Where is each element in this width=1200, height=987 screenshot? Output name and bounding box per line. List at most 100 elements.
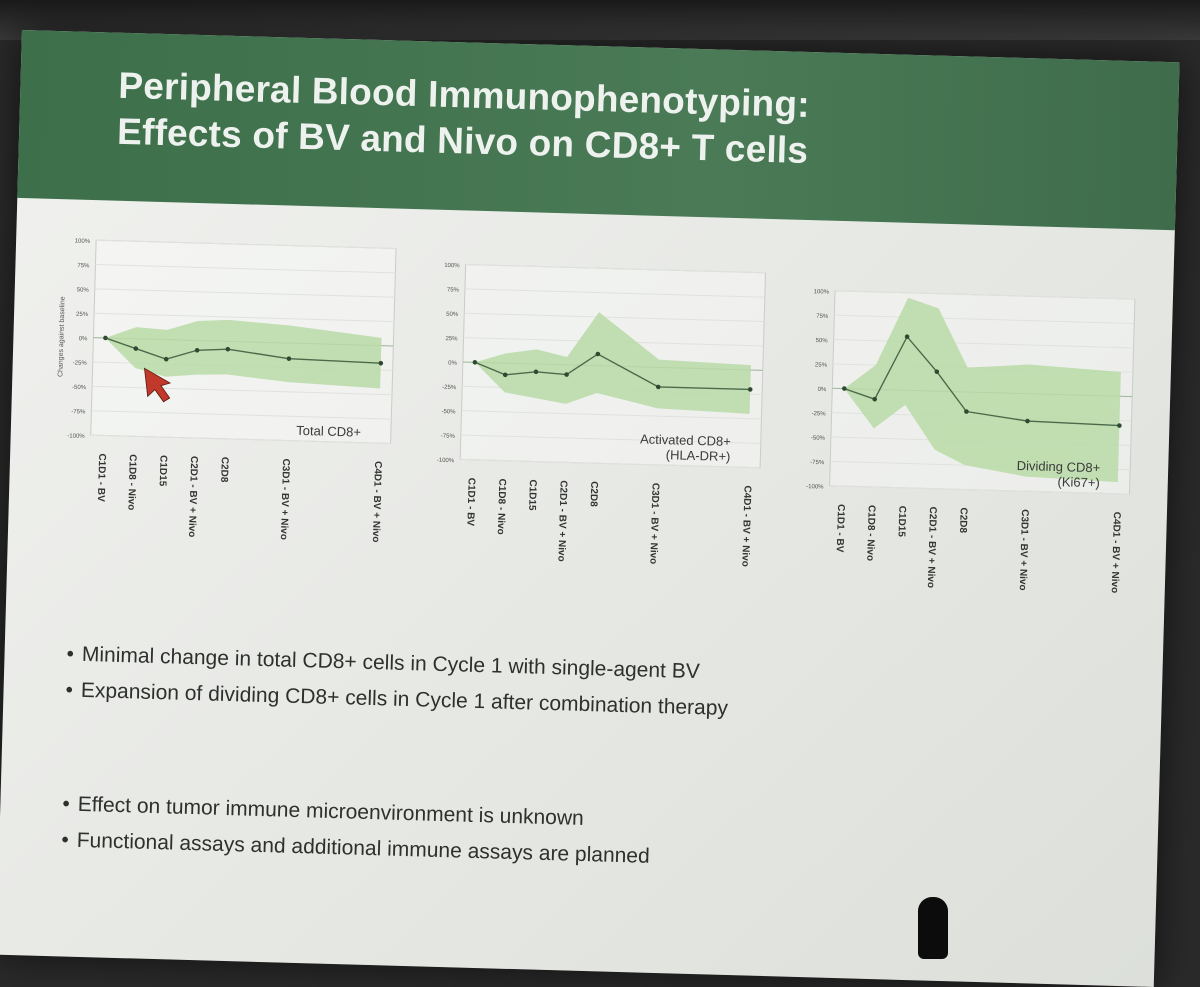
- presenter-silhouette: [918, 897, 948, 959]
- chart-dividing-cd8: 100% 75% 50% 25% 0% -25% -50% -75% -100% Dividing…: [784, 280, 1141, 709]
- y-tick-label: 100%: [75, 239, 91, 245]
- gridline: [834, 314, 1135, 325]
- data-point: [964, 409, 969, 414]
- chart-total-cd8: 100% 75% 50% 25% 0% -25% -50% -75% -100% Changes …: [45, 229, 402, 658]
- gridline: [90, 434, 391, 444]
- x-tick-label: C4D1 - BV + Nivo: [370, 461, 383, 543]
- gridline: [829, 485, 1130, 495]
- y-tick-label: -50%: [72, 385, 87, 391]
- y-tick-label: -100%: [67, 433, 85, 440]
- x-tick-label: C2D1 - BV + Nivo: [186, 456, 199, 538]
- data-point: [225, 346, 231, 352]
- x-tick-label: C2D1 - BV + Nivo: [555, 480, 568, 562]
- slide: Peripheral Blood Immunophenotyping: Effe…: [0, 30, 1180, 987]
- chart-title: Activated CD8+: [640, 431, 731, 449]
- confidence-band: [105, 319, 382, 389]
- data-point: [747, 387, 753, 392]
- data-point: [103, 335, 108, 341]
- gridline: [465, 263, 766, 274]
- y-tick-label: 75%: [816, 314, 829, 320]
- y-tick-label: -75%: [71, 409, 86, 415]
- y-tick-label: 50%: [446, 312, 459, 318]
- gridline: [460, 458, 761, 469]
- gridline: [92, 385, 392, 396]
- x-tick-label: C3D1 - BV + Nivo: [647, 483, 660, 565]
- y-axis-label: Changes against baseline: [57, 296, 66, 377]
- projector-screen-edge: [0, 0, 1200, 40]
- y-tick-label: -50%: [811, 435, 826, 441]
- slide-title: Peripheral Blood Immunophenotyping: Effe…: [117, 63, 811, 174]
- cursor-arrow-icon: [143, 367, 172, 403]
- x-tick-label: C2D8: [588, 481, 600, 507]
- data-point: [133, 346, 139, 351]
- x-tick-label: C2D8: [957, 507, 969, 533]
- y-tick-label: -25%: [73, 360, 88, 366]
- chart-svg: 100% 75% 50% 25% 0% -25% -50% -75% -100% Activate…: [437, 263, 767, 567]
- y-tick-label: 75%: [447, 287, 460, 293]
- gridline: [835, 290, 1135, 300]
- x-tick-label: C1D15: [526, 479, 538, 511]
- y-tick-label: 25%: [815, 362, 828, 368]
- chart-title: Dividing CD8+: [1017, 458, 1101, 475]
- data-point: [904, 334, 910, 340]
- data-point: [564, 372, 569, 377]
- data-point: [286, 356, 292, 361]
- y-tick-label: -75%: [810, 460, 825, 466]
- bullet-list-next-steps: Effect on tumor immune microenvironment …: [61, 791, 651, 879]
- gridline: [833, 339, 1134, 349]
- data-point: [872, 396, 877, 402]
- gridline: [95, 264, 396, 274]
- data-point: [533, 369, 539, 375]
- y-tick-label: -100%: [437, 458, 455, 465]
- gridline: [91, 410, 392, 420]
- chart-title: Total CD8+: [296, 423, 361, 440]
- x-tick-label: C3D1 - BV + Nivo: [278, 458, 291, 540]
- x-tick-label: C1D1 - BV: [95, 453, 107, 502]
- x-tick-label: C1D8 - Nivo: [495, 478, 508, 534]
- data-point: [502, 372, 508, 378]
- x-tick-label: C4D1 - BV + Nivo: [1109, 512, 1122, 594]
- data-point: [472, 359, 478, 365]
- bullet-item: Expansion of dividing CD8+ cells in Cycl…: [65, 677, 729, 721]
- x-tick-label: C1D1 - BV: [464, 478, 476, 527]
- x-tick-label: C4D1 - BV + Nivo: [739, 485, 752, 567]
- gridline: [464, 288, 765, 298]
- y-tick-label: 75%: [77, 263, 90, 269]
- y-tick-label: -50%: [441, 409, 456, 415]
- y-tick-label: -25%: [811, 411, 826, 417]
- data-point: [1025, 418, 1030, 424]
- x-tick-label: C1D15: [157, 455, 169, 487]
- y-tick-label: 50%: [77, 287, 90, 293]
- data-point: [934, 369, 940, 374]
- chart-svg: 100% 75% 50% 25% 0% -25% -50% -75% -100% Changes …: [57, 239, 397, 543]
- gridline: [94, 288, 395, 298]
- data-point: [842, 386, 847, 391]
- data-point: [655, 384, 661, 390]
- gridline: [94, 312, 395, 323]
- y-tick-label: 50%: [816, 338, 829, 344]
- x-tick-label: C1D15: [896, 506, 908, 538]
- gridline: [461, 410, 762, 420]
- data-point: [194, 347, 200, 353]
- gridline: [464, 312, 765, 323]
- x-tick-label: C2D1 - BV + Nivo: [925, 506, 938, 588]
- x-tick-label: C1D1 - BV: [834, 504, 846, 553]
- data-point: [595, 351, 601, 357]
- chart-activated-cd8: 100% 75% 50% 25% 0% -25% -50% -75% -100% Activate…: [414, 253, 771, 682]
- y-tick-label: 0%: [448, 361, 458, 367]
- data-point: [163, 356, 169, 362]
- bullet-item: Effect on tumor immune microenvironment …: [62, 791, 651, 833]
- chart-svg: 100% 75% 50% 25% 0% -25% -50% -75% -100% Dividing…: [806, 289, 1136, 594]
- data-point: [378, 360, 384, 366]
- y-tick-label: 0%: [79, 336, 89, 342]
- chart-title: (HLA-DR+): [666, 447, 731, 464]
- chart-title: (Ki67+): [1057, 474, 1100, 490]
- x-tick-label: C3D1 - BV + Nivo: [1017, 509, 1030, 591]
- bullet-item: Functional assays and additional immune …: [61, 827, 650, 869]
- gridline: [460, 434, 761, 444]
- data-point: [1117, 423, 1122, 428]
- x-tick-label: C2D8: [218, 457, 230, 483]
- y-tick-label: 100%: [814, 289, 830, 295]
- y-tick-label: -25%: [442, 385, 457, 391]
- y-tick-label: -75%: [441, 433, 456, 439]
